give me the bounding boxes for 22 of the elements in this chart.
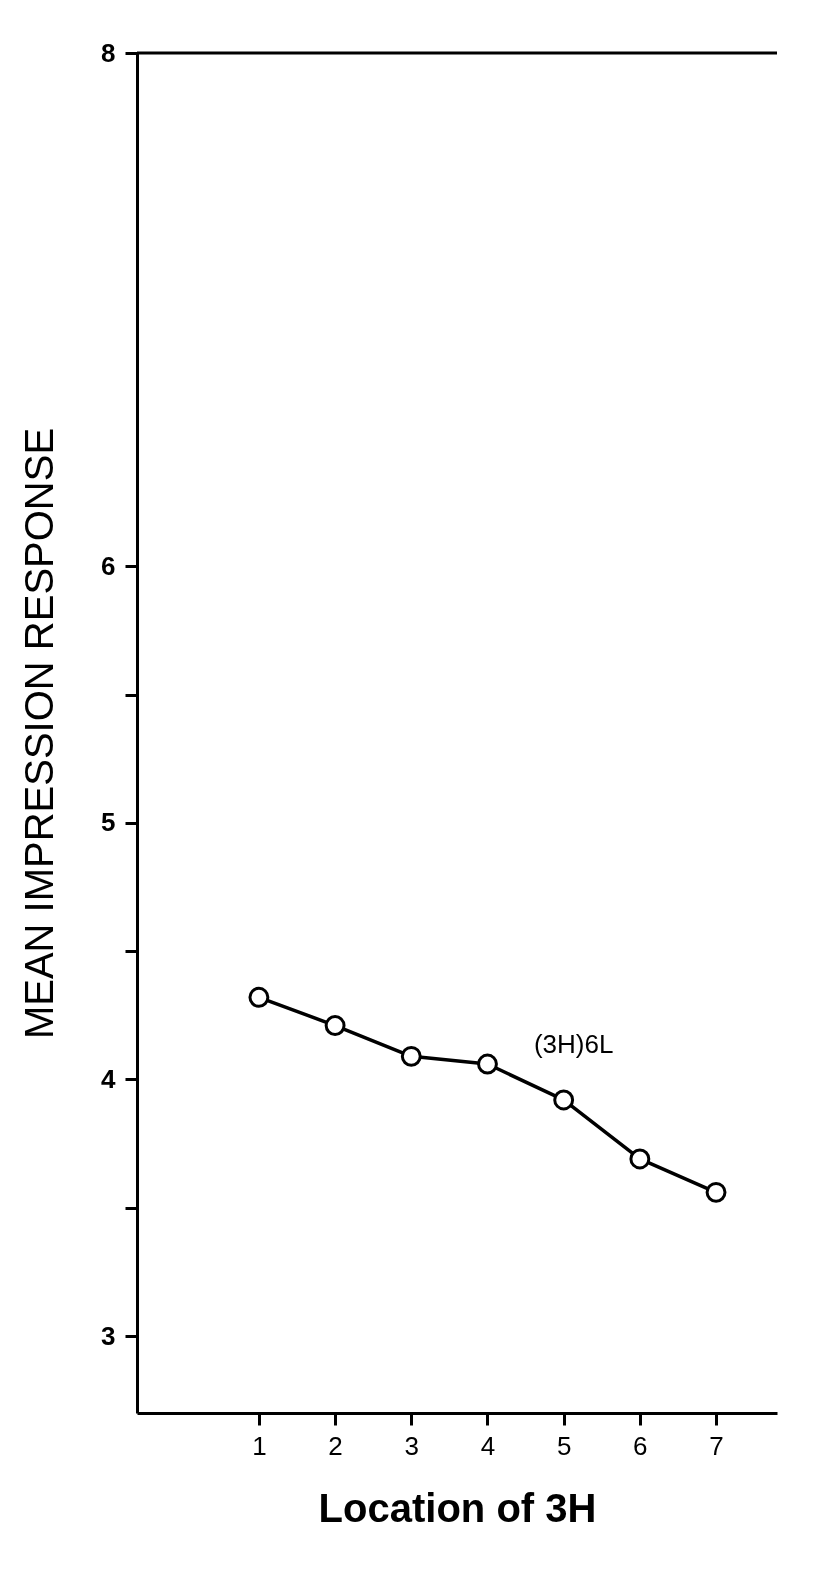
y-tick-label: 4	[101, 1063, 117, 1094]
x-tick-label: 1	[252, 1430, 267, 1461]
point	[248, 986, 270, 1008]
point	[553, 1089, 575, 1111]
point	[400, 1045, 422, 1067]
x-tick-label: 7	[709, 1430, 724, 1461]
point	[477, 1053, 498, 1075]
y-tick-label: 3	[101, 1320, 116, 1351]
point	[324, 1015, 346, 1036]
x-tick-label: 4	[480, 1430, 496, 1461]
point	[705, 1181, 727, 1203]
x-axis-title: Location of 3H	[318, 1485, 597, 1530]
x-tick-label: 3	[404, 1430, 420, 1461]
x-tick-label: 2	[328, 1430, 343, 1461]
series-label: (3H)6L	[533, 1028, 614, 1059]
x-tick-label: 5	[556, 1430, 572, 1461]
y-tick-label: 8	[101, 37, 116, 68]
y-tick-label: 6	[101, 550, 116, 581]
y-tick-label: 5	[101, 807, 116, 838]
point	[629, 1148, 651, 1170]
x-tick-label: 6	[633, 1430, 648, 1461]
y-axis-title: MEAN IMPRESSION RESPONSE	[17, 427, 62, 1040]
